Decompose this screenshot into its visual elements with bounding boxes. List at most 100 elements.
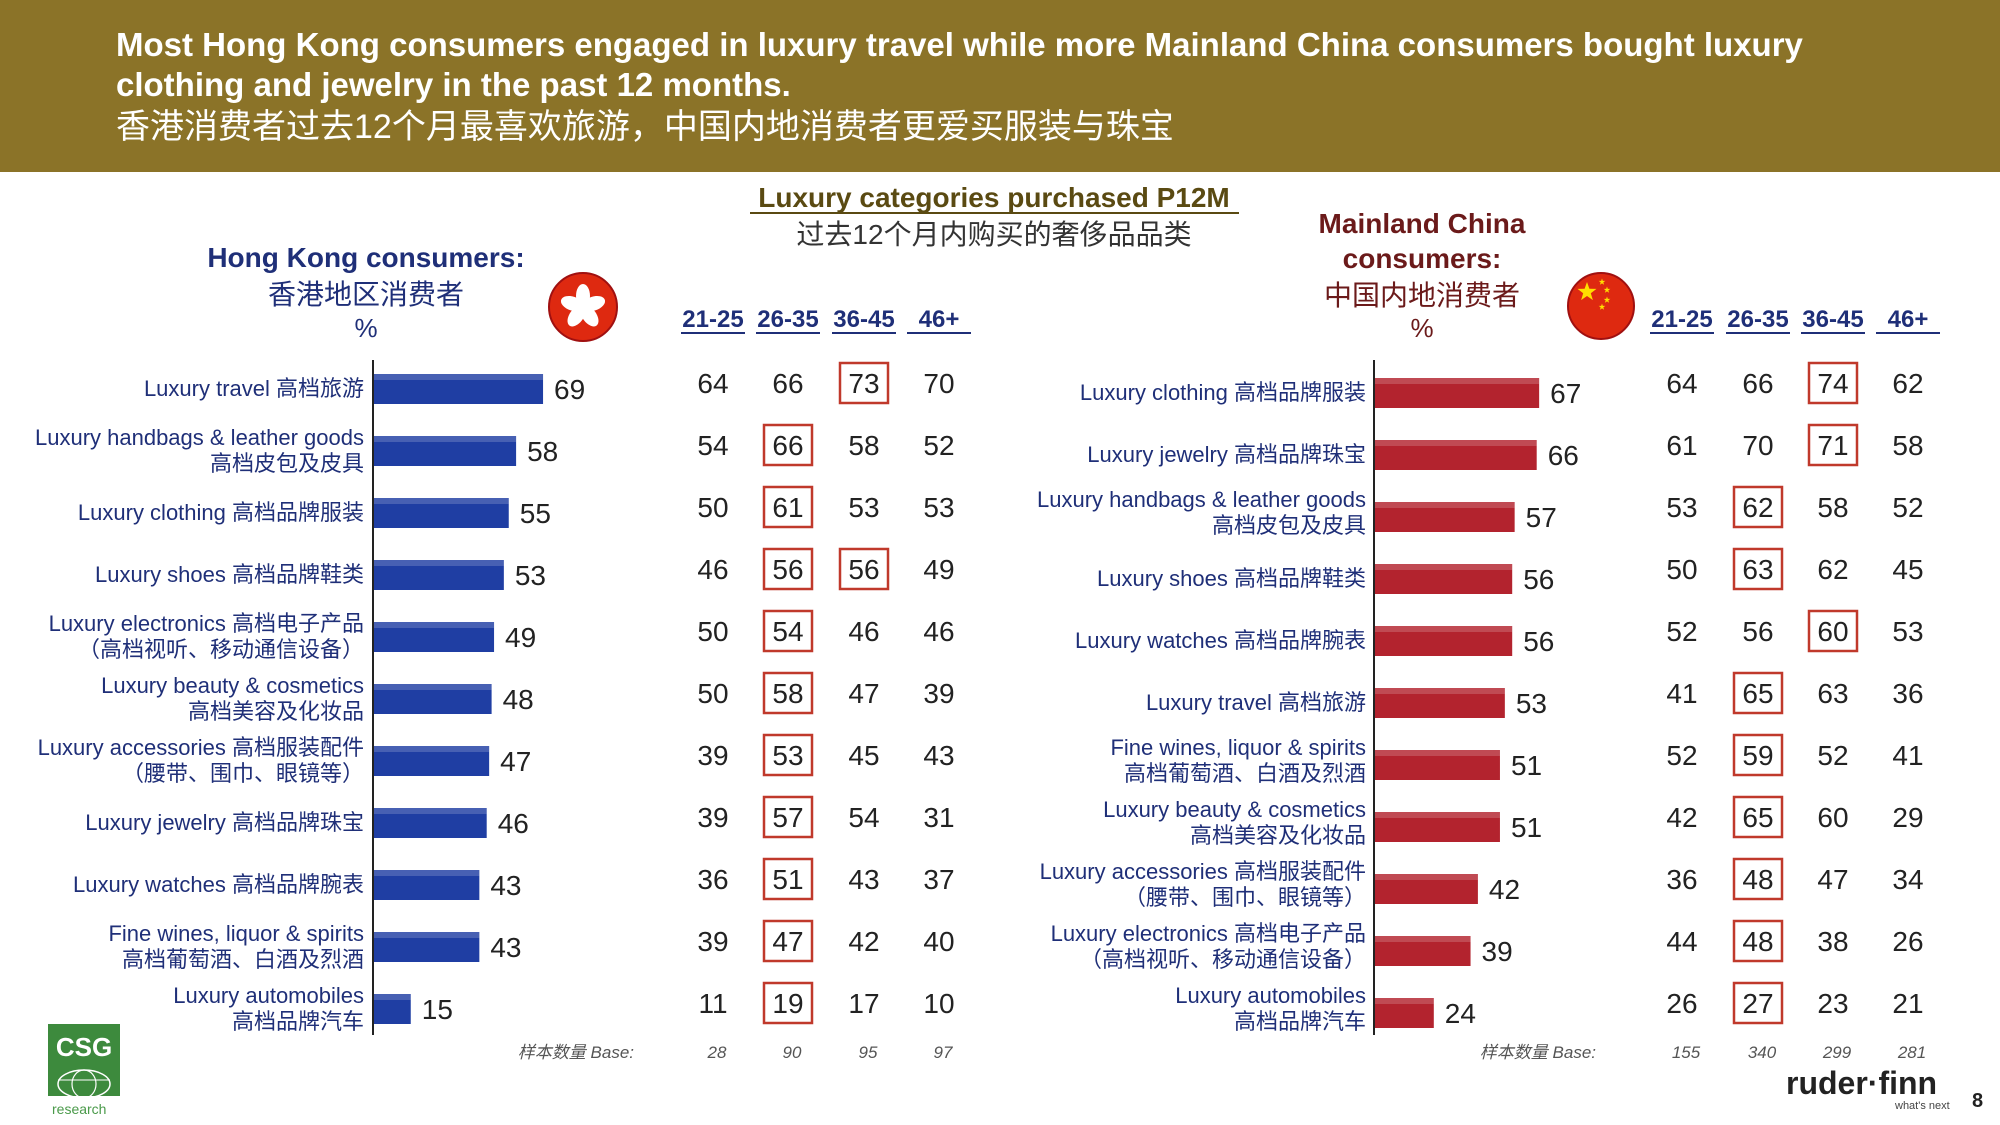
cn-age-value: 53 <box>1892 616 1923 647</box>
cn-category-label: Luxury beauty & cosmetics <box>1103 797 1366 822</box>
cn-age-value: 71 <box>1817 430 1848 461</box>
cn-bar <box>1375 440 1537 470</box>
cn-highlight-box <box>1732 981 1784 1025</box>
hk-age-value: 17 <box>848 988 879 1019</box>
hk-bar <box>374 622 495 652</box>
hk-age-value: 54 <box>848 802 879 833</box>
cn-category-label: Luxury handbags & leather goods <box>1037 487 1366 512</box>
hk-bar-value: 49 <box>505 622 536 653</box>
cn-bar-value: 51 <box>1511 812 1542 843</box>
hk-age-value: 39 <box>697 740 728 771</box>
cn-bar <box>1375 688 1505 718</box>
hk-age-value: 19 <box>772 988 803 1019</box>
hk-bar <box>374 932 480 962</box>
cn-age-header: 26-35 <box>1727 306 1788 333</box>
hk-age-value: 46 <box>697 554 728 585</box>
hk-highlight-box <box>762 981 814 1025</box>
cn-age-value: 21 <box>1892 988 1923 1019</box>
hk-highlight-box <box>762 609 814 653</box>
hk-bar-value: 15 <box>422 994 453 1025</box>
hk-bar-value: 48 <box>503 684 534 715</box>
hk-category-label: Luxury jewelry 高档品牌珠宝 <box>85 810 364 835</box>
cn-bar <box>1375 812 1500 842</box>
hk-age-value: 57 <box>772 802 803 833</box>
hk-title-en: Hong Kong consumers: <box>207 242 524 273</box>
cn-age-value: 47 <box>1817 864 1848 895</box>
cn-age-value: 23 <box>1817 988 1848 1019</box>
hk-category-label: Luxury beauty & cosmetics <box>101 673 364 698</box>
brand-tagline: what's next <box>1895 1100 1950 1112</box>
hk-bar <box>374 560 504 590</box>
hk-category-sublabel: 高档美容及化妆品 <box>188 699 364 724</box>
cn-age-value: 52 <box>1666 616 1697 647</box>
cn-age-header: 46+ <box>1888 306 1929 333</box>
cn-bar <box>1375 378 1540 408</box>
hk-bar-value: 47 <box>500 746 531 777</box>
cn-bar-highlight <box>1375 750 1500 756</box>
cn-category-sublabel: 高档葡萄酒、白酒及烈酒 <box>1124 761 1366 786</box>
hk-category-label: Luxury electronics 高档电子产品 <box>49 611 364 636</box>
cn-age-value: 41 <box>1892 740 1923 771</box>
headline-line-3: 香港消费者过去12个月最喜欢旅游，中国内地消费者更爱买服装与珠宝 <box>116 108 1174 146</box>
hk-bar-value: 69 <box>554 374 585 405</box>
cn-bar <box>1375 998 1434 1028</box>
cn-age-value: 52 <box>1892 492 1923 523</box>
cn-age-value: 65 <box>1742 678 1773 709</box>
hk-age-value: 42 <box>848 926 879 957</box>
mainland-china-chart: Mainland China consumers: 中国内地消费者% 21-25 26-… <box>1037 208 1940 1062</box>
cn-flag-small-star <box>1603 296 1611 303</box>
hk-age-value: 73 <box>848 368 879 399</box>
cn-highlight-box <box>1732 485 1784 529</box>
cn-category-label: Luxury electronics 高档电子产品 <box>1051 921 1366 946</box>
cn-bar-value: 42 <box>1489 874 1520 905</box>
cn-bar-value: 24 <box>1445 998 1476 1029</box>
cn-bar-value: 67 <box>1550 378 1581 409</box>
cn-age-value: 29 <box>1892 802 1923 833</box>
hk-highlight-box <box>762 423 814 467</box>
cn-bar-highlight <box>1375 812 1500 818</box>
cn-bar <box>1375 874 1478 904</box>
cn-bar-value: 39 <box>1482 936 1513 967</box>
cn-highlight-box <box>1732 671 1784 715</box>
hk-base-value: 90 <box>783 1043 802 1062</box>
hk-age-value: 39 <box>697 802 728 833</box>
cn-age-value: 36 <box>1666 864 1697 895</box>
hk-bar-highlight <box>374 746 490 752</box>
hk-bar-highlight <box>374 622 495 628</box>
hk-category-label: Luxury accessories 高档服装配件 <box>38 735 364 760</box>
hk-highlight-box <box>762 485 814 529</box>
center-title-zh: 过去12个月内购买的奢侈品品类 <box>796 219 1191 250</box>
hk-bar <box>374 436 517 466</box>
cn-age-value: 52 <box>1817 740 1848 771</box>
cn-category-sublabel: 高档皮包及皮具 <box>1212 513 1366 538</box>
hk-age-value: 56 <box>772 554 803 585</box>
hk-age-value: 54 <box>697 430 728 461</box>
hk-age-header: 26-35 <box>757 306 818 333</box>
hk-bar-highlight <box>374 436 517 442</box>
cn-category-sublabel: 高档美容及化妆品 <box>1190 823 1366 848</box>
cn-base-label: 样本数量 Base: <box>1480 1043 1596 1062</box>
cn-highlight-box <box>1732 857 1784 901</box>
hk-bar-highlight <box>374 870 480 876</box>
hk-highlight-box <box>838 361 890 405</box>
cn-age-value: 42 <box>1666 802 1697 833</box>
hk-age-value: 70 <box>923 368 954 399</box>
hk-bar-highlight <box>374 560 504 566</box>
hk-age-value: 61 <box>772 492 803 523</box>
headline-line-1: Most Hong Kong consumers engaged in luxu… <box>116 26 1803 63</box>
hk-highlight-box <box>762 547 814 591</box>
cn-category-label: Luxury jewelry 高档品牌珠宝 <box>1087 442 1366 467</box>
hk-age-value: 45 <box>848 740 879 771</box>
cn-category-label: Fine wines, liquor & spirits <box>1110 735 1366 760</box>
csg-logo: CSG <box>48 1024 120 1099</box>
hk-bar <box>374 746 490 776</box>
cn-bar-value: 66 <box>1548 440 1579 471</box>
cn-age-value: 50 <box>1666 554 1697 585</box>
hk-age-value: 40 <box>923 926 954 957</box>
hk-age-value: 46 <box>923 616 954 647</box>
cn-bar-highlight <box>1375 936 1471 942</box>
cn-bar-highlight <box>1375 378 1540 384</box>
cn-age-value: 62 <box>1817 554 1848 585</box>
hk-age-value: 53 <box>772 740 803 771</box>
cn-highlight-box <box>1732 795 1784 839</box>
